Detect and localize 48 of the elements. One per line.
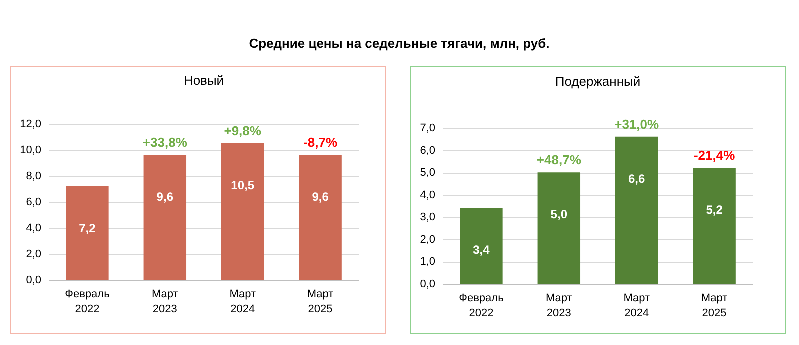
annotation: -8,7% bbox=[304, 135, 338, 150]
chart-subtitle: Новый bbox=[184, 73, 224, 88]
y-tick-label: 2,0 bbox=[26, 248, 42, 260]
x-tick-label: Март 2023 bbox=[152, 288, 178, 316]
x-tick-label: Март 2024 bbox=[624, 292, 650, 320]
bar bbox=[299, 155, 342, 280]
y-tick-label: 2,0 bbox=[420, 234, 436, 246]
y-tick-label: 0,0 bbox=[26, 274, 42, 286]
chart-subtitle: Подержанный bbox=[555, 74, 641, 89]
y-tick-label: 6,0 bbox=[26, 196, 42, 208]
x-tick-label: Февраль 2022 bbox=[65, 288, 110, 316]
bar bbox=[221, 144, 264, 280]
bar bbox=[460, 208, 503, 284]
text: Средние цены на седельные тягачи, млн, руб. bbox=[248, 36, 551, 51]
text: 5,2 bbox=[706, 203, 723, 218]
text: 6,6 bbox=[628, 172, 646, 186]
y-tick-label: 12,0 bbox=[20, 118, 42, 130]
y-tick-label: 3,0 bbox=[420, 212, 436, 224]
text: 7,2 bbox=[79, 221, 96, 236]
text: 5,0 bbox=[550, 208, 568, 222]
annotation: +9,8% bbox=[224, 124, 262, 138]
bar bbox=[615, 136, 658, 284]
text: 9,6 bbox=[156, 190, 174, 204]
y-tick-label: 4,0 bbox=[420, 189, 436, 202]
text: 9,6 bbox=[312, 190, 329, 204]
y-tick-label: 6,0 bbox=[420, 144, 436, 157]
y-tick-label: 1,0 bbox=[420, 256, 436, 268]
bar bbox=[144, 155, 187, 280]
annotation: -21,4% bbox=[694, 148, 736, 164]
x-tick-label: Март 2025 bbox=[307, 288, 334, 316]
y-tick-label: 10,0 bbox=[20, 144, 42, 156]
bar bbox=[66, 186, 109, 280]
y-tick-label: 7,0 bbox=[420, 122, 436, 134]
y-tick-label: 5,0 bbox=[420, 167, 436, 180]
y-tick-label: 0,0 bbox=[420, 278, 436, 290]
x-tick-label: Февраль 2022 bbox=[459, 292, 504, 320]
bar bbox=[538, 172, 581, 284]
x-tick-label: Март 2023 bbox=[546, 292, 572, 320]
x-tick-label: Март 2025 bbox=[701, 292, 728, 320]
y-tick-label: 8,0 bbox=[26, 170, 42, 182]
bar bbox=[693, 168, 736, 284]
x-tick-label: Март 2024 bbox=[230, 288, 256, 316]
text: 10,5 bbox=[231, 178, 255, 192]
annotation: +33,8% bbox=[142, 135, 188, 150]
annotation: +31,0% bbox=[614, 116, 660, 132]
y-tick-label: 4,0 bbox=[26, 222, 42, 234]
text: 3,4 bbox=[473, 243, 490, 258]
annotation: +48,7% bbox=[536, 152, 582, 168]
